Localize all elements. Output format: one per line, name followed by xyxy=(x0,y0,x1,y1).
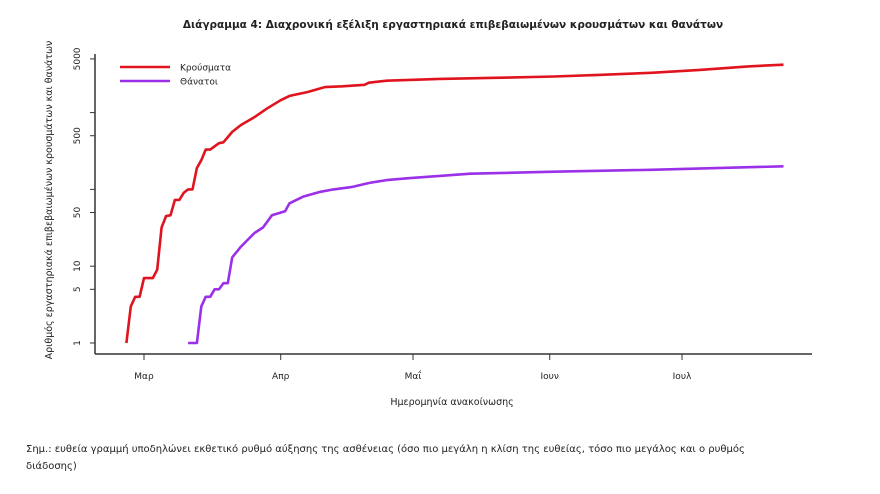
note-line-2: διάδοσης) xyxy=(26,460,77,472)
series-line-cases xyxy=(125,63,784,344)
chart-title: Διάγραμμα 4: Διαχρονική εξέλιξη εργαστηρ… xyxy=(183,19,723,31)
y-axis-label: Αριθμός εργαστηριακά επιβεβαιωμένων κρου… xyxy=(44,41,55,360)
x-tick-label: Μαρ xyxy=(134,372,154,382)
series-line-deaths xyxy=(188,165,784,345)
x-axis-label: Ημερομηνία ανακοίνωσης xyxy=(390,397,513,408)
x-tick-label: Ιουλ xyxy=(673,372,692,382)
x-tick-label: Απρ xyxy=(272,372,290,382)
legend-label: Θάνατοι xyxy=(180,78,218,88)
axes: 1 5 10 50 500 5000 Μαρ Απρ Μαΐ Ιουν Ιουλ xyxy=(73,47,812,382)
series-lines xyxy=(125,63,784,345)
x-tick-label: Μαΐ xyxy=(405,370,422,382)
y-tick-label: 5 xyxy=(73,286,83,292)
y-tick-label: 10 xyxy=(73,260,83,272)
note-line-1: Σημ.: ευθεία γραμμή υποδηλώνει εκθετικό … xyxy=(26,443,745,455)
x-tick-label: Ιουν xyxy=(541,372,559,382)
y-tick-label: 50 xyxy=(73,207,83,219)
legend: Κρούσματα Θάνατοι xyxy=(120,63,231,88)
y-tick-label: 5000 xyxy=(73,47,83,70)
y-tick-label: 1 xyxy=(73,340,83,346)
legend-label: Κρούσματα xyxy=(180,63,231,74)
y-tick-label: 500 xyxy=(73,127,83,144)
